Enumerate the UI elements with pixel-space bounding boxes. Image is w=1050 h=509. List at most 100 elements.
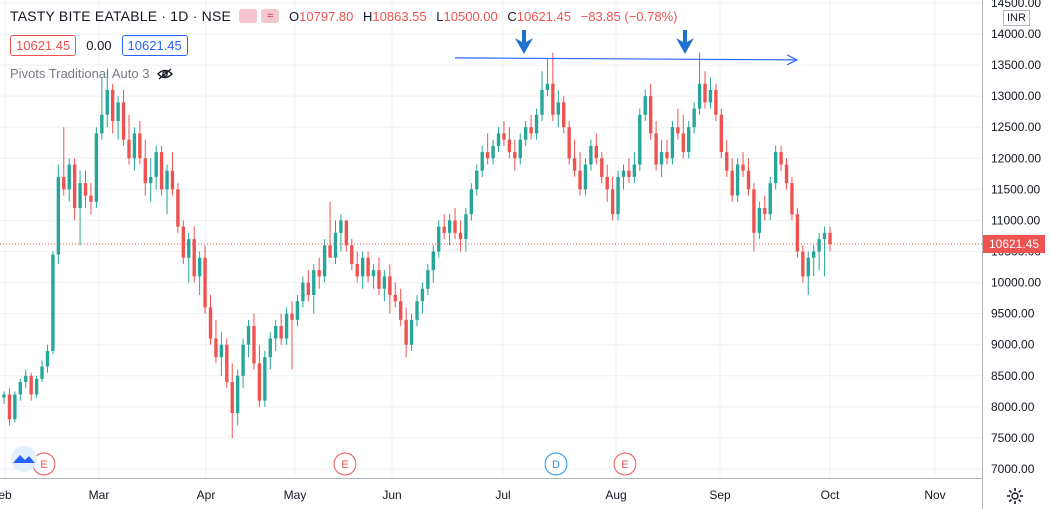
y-tick-label: 8500.00 (991, 369, 1035, 383)
candle (170, 152, 175, 196)
candle (295, 295, 300, 327)
chart-header: TASTY BITE EATABLE · 1D · NSE ≈ O10797.8… (10, 8, 683, 24)
candle (176, 183, 180, 233)
candle (187, 232, 191, 283)
currency-label[interactable]: INR (1003, 10, 1030, 26)
candle (572, 139, 577, 177)
candle (822, 226, 827, 277)
candle (257, 344, 262, 407)
indicator-legend[interactable]: Pivots Traditional Auto 3 (10, 66, 174, 81)
compare-icon[interactable]: ≈ (261, 9, 280, 23)
candle (431, 245, 435, 283)
trendline-drawing[interactable] (454, 54, 799, 66)
y-tick-label: 12000.00 (991, 151, 1041, 165)
candle (29, 372, 33, 401)
price-axis[interactable]: 14500.00 14000.00 13500.00 13000.00 12500.00… (982, 0, 1042, 509)
y-tick-label: 10000.00 (991, 276, 1041, 290)
candle (339, 214, 343, 252)
x-tick-label: Nov (924, 488, 945, 502)
candle (110, 83, 115, 134)
candle (828, 226, 832, 252)
candle (458, 220, 463, 252)
candle (89, 183, 93, 215)
color-swatch-icon[interactable] (239, 9, 258, 23)
candle (578, 152, 582, 196)
candle (317, 257, 321, 289)
earnings-marker[interactable]: E (613, 452, 637, 476)
candle (138, 121, 142, 165)
x-tick-label: Sep (709, 488, 731, 502)
candle (203, 245, 207, 314)
candle (274, 319, 278, 351)
buy-price-pill[interactable]: 10621.45 (121, 35, 188, 56)
y-tick-label: 11000.00 (991, 213, 1040, 227)
candle (708, 77, 713, 109)
candle (34, 375, 39, 398)
candle (420, 282, 425, 314)
candle (801, 245, 805, 283)
candle (197, 251, 202, 295)
candle (676, 108, 680, 140)
candle (589, 139, 593, 171)
x-tick-label: Mar (89, 488, 110, 502)
candle (2, 391, 6, 404)
candle (725, 139, 729, 177)
change-value: −83.85 (−0.78%) (580, 8, 678, 24)
candle (241, 338, 245, 389)
high-value: 10863.55 (372, 8, 427, 24)
candle (518, 133, 522, 165)
candle (393, 282, 397, 308)
y-tick-label: 14000.00 (991, 27, 1041, 41)
y-tick-label: 12500.00 (991, 120, 1041, 134)
candle (475, 164, 479, 196)
price-pills: 10621.45 0.00 10621.45 (10, 35, 188, 56)
tradingview-logo-icon[interactable] (8, 446, 40, 472)
candle (219, 332, 224, 376)
candle (333, 220, 338, 264)
candle (670, 121, 675, 165)
candle (768, 176, 772, 221)
marker-letter: E (341, 459, 348, 471)
candle (371, 263, 376, 289)
candle (806, 251, 810, 295)
gear-icon[interactable] (1006, 487, 1024, 505)
trendline[interactable] (454, 57, 796, 61)
candle (545, 58, 550, 97)
candle (404, 307, 408, 358)
y-tick-label: 9000.00 (991, 338, 1035, 352)
candle (540, 71, 544, 121)
dividend-marker[interactable]: D (544, 452, 568, 476)
candle (562, 96, 566, 134)
candle (779, 145, 783, 171)
candle (214, 319, 218, 364)
candle (284, 307, 289, 345)
candle (763, 195, 767, 221)
candle (366, 251, 370, 283)
candle (67, 158, 71, 202)
x-tick-label: Jun (382, 488, 401, 502)
candle (290, 301, 294, 370)
candle (312, 263, 316, 314)
y-tick-label: 11500.00 (991, 182, 1040, 196)
candle (442, 214, 446, 240)
earnings-marker[interactable]: E (333, 452, 357, 476)
last-price-label: 10621.45 (983, 234, 1045, 253)
eye-crossed-icon[interactable] (157, 68, 174, 80)
candle (360, 251, 365, 289)
candle (627, 158, 631, 184)
x-tick-label: Apr (197, 488, 216, 502)
time-axis[interactable]: eb Mar Apr May Jun Jul Aug Sep Oct Nov (0, 478, 982, 503)
candle (719, 108, 724, 159)
symbol-title[interactable]: TASTY BITE EATABLE · 1D · NSE (10, 8, 232, 24)
marker-letter: D (552, 459, 560, 471)
candle (355, 251, 359, 283)
candle (132, 127, 137, 171)
low-value: 10500.00 (443, 8, 498, 24)
candle (616, 170, 620, 221)
candle (730, 158, 734, 202)
candle (165, 164, 169, 215)
candle (105, 71, 109, 128)
sell-price-pill[interactable]: 10621.45 (10, 35, 77, 56)
